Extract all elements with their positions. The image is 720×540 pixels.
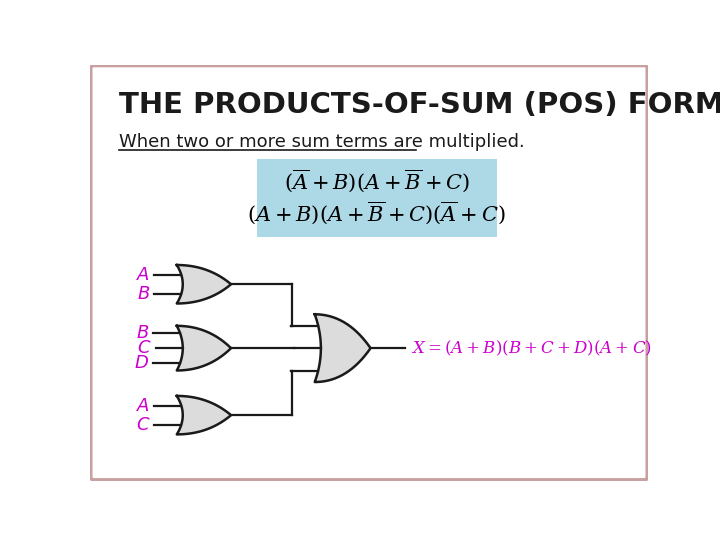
Text: $C$: $C$ <box>136 416 150 434</box>
Polygon shape <box>177 396 231 434</box>
Text: THE PRODUCTS-OF-SUM (POS) FORM: THE PRODUCTS-OF-SUM (POS) FORM <box>120 91 720 119</box>
Text: $A$: $A$ <box>136 266 150 284</box>
Text: When two or more sum terms are multiplied.: When two or more sum terms are multiplie… <box>120 133 525 151</box>
Text: $C$: $C$ <box>138 339 152 357</box>
Text: $(\overline{A}+B)(A+\overline{B}+C)$: $(\overline{A}+B)(A+\overline{B}+C)$ <box>284 167 469 194</box>
Text: $B$: $B$ <box>136 325 149 342</box>
Text: $X = (A + B)(B + C + D)(A + C)$: $X = (A + B)(B + C + D)(A + C)$ <box>411 339 652 358</box>
Polygon shape <box>315 314 371 382</box>
FancyBboxPatch shape <box>91 65 647 480</box>
Text: $(A+B)(A+\overline{B}+C)(\overline{A}+C)$: $(A+B)(A+\overline{B}+C)(\overline{A}+C)… <box>248 199 506 226</box>
Text: $B$: $B$ <box>137 285 150 303</box>
Text: $D$: $D$ <box>134 354 149 372</box>
FancyBboxPatch shape <box>256 159 497 237</box>
Polygon shape <box>177 326 231 370</box>
Polygon shape <box>177 265 231 303</box>
Text: $A$: $A$ <box>136 396 150 415</box>
